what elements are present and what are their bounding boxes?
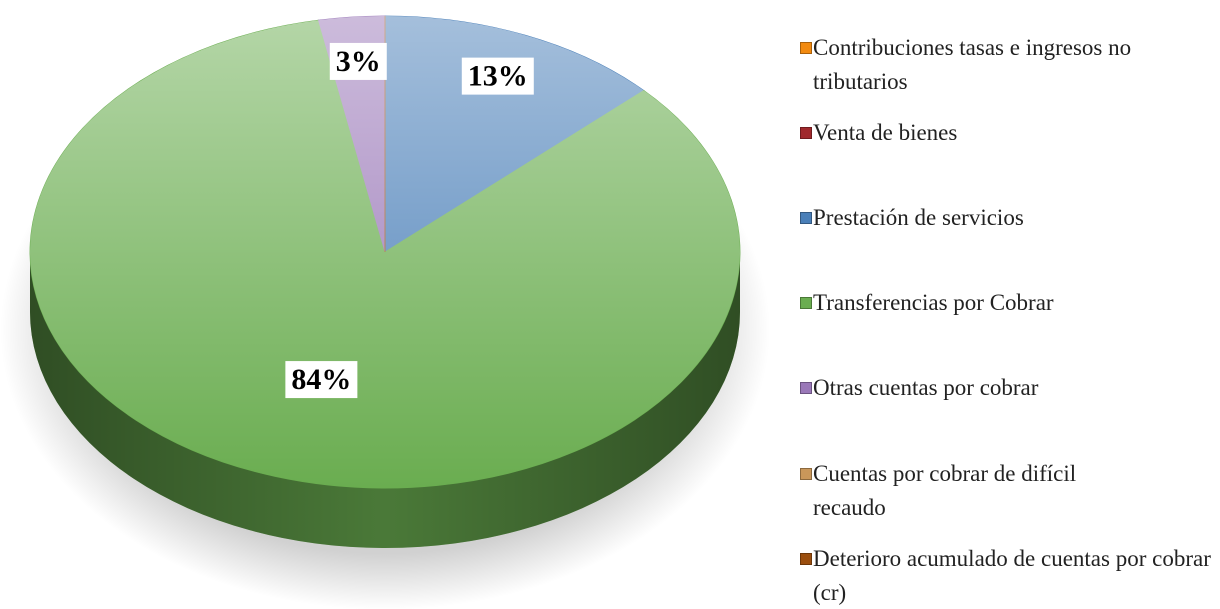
data-label: 3% — [336, 45, 381, 78]
legend-item: Prestación de servicios — [800, 201, 1220, 235]
legend-label: Transferencias por Cobrar — [813, 290, 1054, 315]
pie-shine — [30, 16, 740, 488]
legend-item: Cuentas por cobrar de difícil recaudo — [800, 457, 1103, 525]
legend-label: Prestación de servicios — [813, 205, 1024, 230]
data-labels: 13% 84% 3% — [285, 42, 534, 399]
legend-label: Otras cuentas por cobrar — [813, 375, 1039, 400]
legend-item: Venta de bienes — [800, 116, 1220, 150]
pie-sides — [30, 252, 740, 548]
legend-swatch — [800, 212, 812, 224]
data-label-group: 84% — [285, 361, 358, 399]
legend-swatch — [800, 42, 812, 54]
data-label: 13% — [468, 60, 528, 93]
legend-item: Deterioro acumulado de cuentas por cobra… — [800, 542, 1220, 609]
legend-swatch — [800, 127, 812, 139]
legend-item: Transferencias por Cobrar — [800, 286, 1220, 320]
legend-swatch — [800, 553, 812, 565]
legend-swatch — [800, 297, 812, 309]
legend-item: Contribuciones tasas e ingresos no tribu… — [800, 31, 1220, 99]
data-label-group: 3% — [329, 42, 387, 80]
data-label-box — [285, 361, 358, 399]
legend-label: Deterioro acumulado de cuentas por cobra… — [813, 546, 1211, 605]
chart: 13% 84% 3% — [0, 15, 770, 609]
legend-label: Contribuciones tasas e ingresos no tribu… — [813, 35, 1132, 94]
data-label-box — [461, 57, 534, 95]
pie-tops — [29, 15, 741, 489]
data-label: 84% — [291, 363, 351, 396]
legend-swatch — [800, 468, 812, 480]
legend-item: Otras cuentas por cobrar — [800, 371, 1220, 405]
legend-swatch — [800, 382, 812, 394]
data-label-group: 13% — [461, 57, 534, 95]
legend-label: Venta de bienes — [813, 120, 958, 145]
legend-label: Cuentas por cobrar de difícil recaudo — [813, 461, 1077, 520]
data-label-box — [329, 42, 387, 80]
pie-side-shade — [30, 252, 740, 548]
